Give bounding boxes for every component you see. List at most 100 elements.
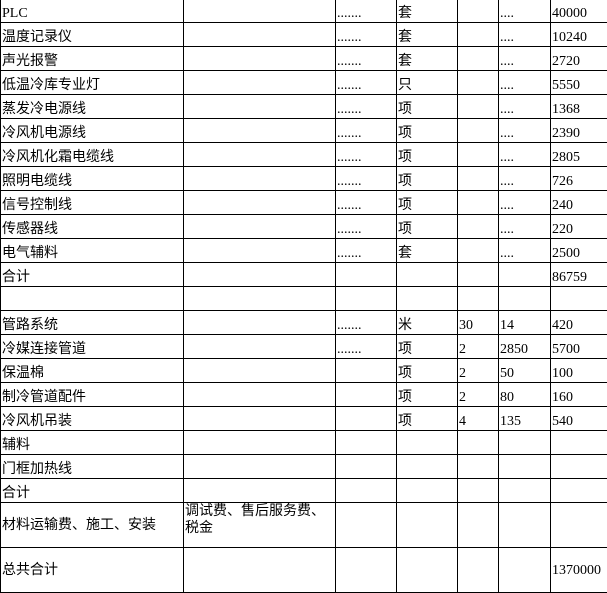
table-cell: 项 (396, 118, 458, 143)
table-row: 门框加热线 (0, 454, 607, 479)
table-cell (183, 358, 336, 383)
table-cell: 50 (498, 358, 551, 383)
table-cell: PLC (0, 0, 184, 23)
table-row: 电气辅料....... 套.... 2500 (0, 238, 607, 263)
table-cell: 项 (396, 406, 458, 431)
table-cell: 项 (396, 190, 458, 215)
table-cell (183, 454, 336, 479)
table-cell: 项 (396, 214, 458, 239)
table-cell (183, 334, 336, 359)
table-cell: .... (498, 142, 551, 167)
table-cell (396, 502, 458, 548)
table-cell (457, 46, 499, 71)
table-cell (550, 286, 607, 311)
table-cell (183, 70, 336, 95)
table-row: 低温冷库专业灯....... 只.... 5550 (0, 70, 607, 95)
table-cell (457, 166, 499, 191)
table-cell: ....... (335, 214, 397, 239)
table-cell (183, 310, 336, 335)
table-cell (498, 430, 551, 455)
table-cell (183, 214, 336, 239)
table-cell: 照明电缆线 (0, 166, 184, 191)
table-row: 总共合计 1370000 (0, 547, 607, 593)
table-cell: 726 (550, 166, 607, 191)
table-cell: 项 (396, 166, 458, 191)
table-cell: .... (498, 190, 551, 215)
table-cell (457, 286, 499, 311)
table-cell: 套 (396, 22, 458, 47)
table-cell (183, 406, 336, 431)
table-cell: ....... (335, 190, 397, 215)
table-cell: 1368 (550, 94, 607, 119)
table-cell: 项 (396, 358, 458, 383)
table-row: 信号控制线....... 项.... 240 (0, 190, 607, 215)
table-cell (457, 70, 499, 95)
table-cell: 2850 (498, 334, 551, 359)
table-cell: 材料运输费、施工、安装 (0, 502, 184, 548)
table-cell (457, 502, 499, 548)
table-cell (183, 166, 336, 191)
table-cell (396, 478, 458, 503)
table-cell: ....... (335, 118, 397, 143)
table-cell: .... (498, 238, 551, 263)
table-cell: 调试费、售后服务费、税金 (183, 502, 336, 548)
table-cell (457, 262, 499, 287)
table-cell: 电气辅料 (0, 238, 184, 263)
table-cell: 2 (457, 358, 499, 383)
table-cell: 项 (396, 334, 458, 359)
table-row: 辅料 (0, 430, 607, 455)
table-cell: 合计 (0, 478, 184, 503)
table-cell: ....... (335, 166, 397, 191)
table-row: 冷风机化霜电缆线....... 项.... 2805 (0, 142, 607, 167)
table-cell: 项 (396, 142, 458, 167)
table-cell (457, 0, 499, 23)
table-cell (183, 94, 336, 119)
table-cell: .... (498, 46, 551, 71)
table-row: 冷风机电源线....... 项.... 2390 (0, 118, 607, 143)
table-cell: 10240 (550, 22, 607, 47)
table-cell (183, 190, 336, 215)
table-cell (335, 430, 397, 455)
table-cell: 5700 (550, 334, 607, 359)
table-cell: 套 (396, 0, 458, 23)
table-cell: 冷风机化霜电缆线 (0, 142, 184, 167)
table-cell (396, 547, 458, 593)
table-row: 冷风机吊装 项 4 135 540 (0, 406, 607, 431)
table-row: 温度记录仪....... 套.... 10240 (0, 22, 607, 47)
table-cell (457, 430, 499, 455)
table-row: 声光报警....... 套.... 2720 (0, 46, 607, 71)
table-cell: 声光报警 (0, 46, 184, 71)
table-cell: ....... (335, 46, 397, 71)
table-cell (498, 547, 551, 593)
table-cell: 2805 (550, 142, 607, 167)
table-cell (396, 286, 458, 311)
table-cell (457, 214, 499, 239)
table-cell: 240 (550, 190, 607, 215)
table-cell: 只 (396, 70, 458, 95)
table-cell (183, 142, 336, 167)
table-row (0, 286, 607, 311)
table-cell (457, 190, 499, 215)
table-cell (183, 118, 336, 143)
table-cell (335, 502, 397, 548)
table-cell (335, 382, 397, 407)
table-cell: 冷风机吊装 (0, 406, 184, 431)
table-cell: 14 (498, 310, 551, 335)
table-row: 合计 86759 (0, 262, 607, 287)
table-cell: ....... (335, 238, 397, 263)
table-cell (183, 0, 336, 23)
table-cell (457, 22, 499, 47)
table-cell: 米 (396, 310, 458, 335)
table-cell (183, 547, 336, 593)
table-cell (457, 118, 499, 143)
table-cell (0, 286, 184, 311)
table-cell (550, 454, 607, 479)
table-cell: 2 (457, 382, 499, 407)
table-cell (183, 286, 336, 311)
table-cell: 管路系统 (0, 310, 184, 335)
table-row: 冷媒连接管道....... 项 2 2850 5700 (0, 334, 607, 359)
table-row: 蒸发冷电源线....... 项.... 1368 (0, 94, 607, 119)
table-cell: ....... (335, 0, 397, 23)
table-cell (183, 478, 336, 503)
